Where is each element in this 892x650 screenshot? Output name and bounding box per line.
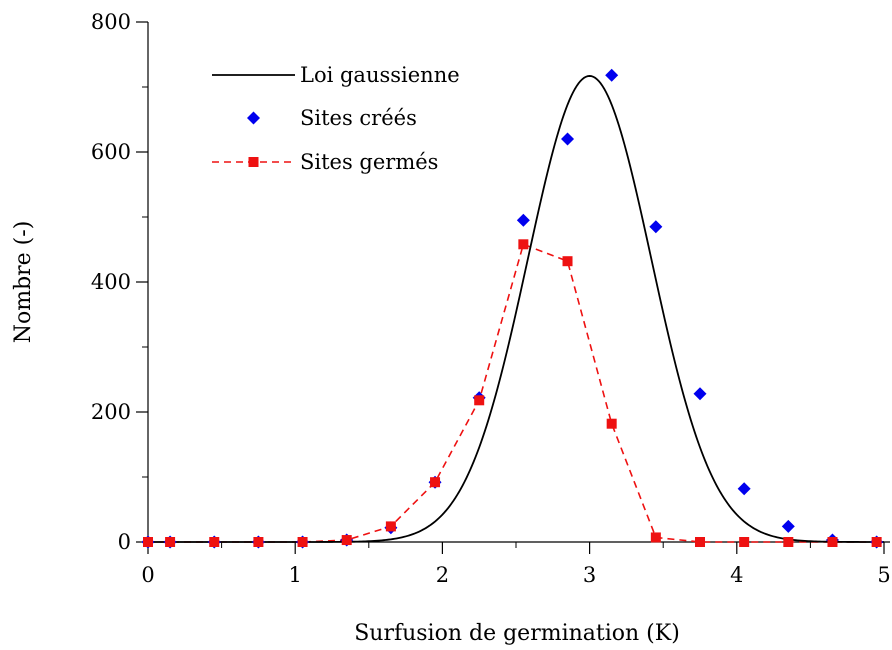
sites-germes-point-11 — [606, 418, 617, 429]
sites-germes-point-3 — [253, 537, 264, 547]
x-tick-label-3: 3 — [583, 563, 596, 587]
sites-crees-point-13 — [693, 387, 707, 401]
legend-marker-sites-crees — [247, 111, 260, 125]
x-axis-title: Surfusion de germination (K) — [354, 621, 680, 645]
sites-crees-point-10 — [561, 132, 575, 146]
sites-crees-point-11 — [605, 68, 619, 82]
sites-germes-point-0 — [143, 537, 153, 547]
sites-crees-point-12 — [649, 220, 663, 234]
legend-label-2: Sites germés — [300, 150, 438, 174]
series-germes-line — [148, 243, 877, 543]
x-tick-label-2: 2 — [436, 563, 449, 587]
sites-germes-point-5 — [341, 535, 352, 546]
sites-germes-point-12 — [650, 532, 661, 543]
sites-germes-point-2 — [209, 537, 220, 547]
y-tick-label-1: 200 — [91, 400, 131, 424]
sites-germes-point-1 — [165, 537, 176, 547]
sites-germes-point-4 — [297, 537, 308, 547]
legend: Loi gaussienne Sites créés Sites germés — [212, 63, 460, 174]
legend-marker-sites-germes — [248, 157, 259, 167]
series-gaussienne-line — [148, 75, 884, 543]
x-tick-label-4: 4 — [730, 563, 743, 587]
sites-germes-point-15 — [783, 537, 794, 547]
sites-germes-point-14 — [739, 537, 750, 547]
sites-germes-point-7 — [430, 477, 441, 488]
sites-crees-point-15 — [781, 519, 795, 533]
x-tick-label-5: 5 — [877, 563, 890, 587]
sites-germes-point-8 — [474, 395, 485, 406]
y-tick-label-4: 800 — [91, 10, 131, 34]
y-axis-title: Nombre (-) — [11, 221, 36, 344]
axes-layer: 0 1 2 3 4 5 0 200 400 600 800 — [91, 10, 891, 587]
sites-germes-point-13 — [695, 537, 705, 547]
series-layer — [141, 68, 884, 549]
sites-crees-point-9 — [516, 213, 530, 227]
sites-germes-point-9 — [518, 239, 529, 250]
y-tick-label-0: 0 — [118, 530, 131, 554]
sites-germes-point-10 — [562, 256, 573, 267]
legend-label-0: Loi gaussienne — [300, 63, 460, 87]
sites-germes-point-6 — [385, 521, 396, 532]
x-tick-label-0: 0 — [141, 563, 154, 587]
sites-germes-point-16 — [827, 537, 838, 547]
sites-crees-point-14 — [737, 482, 751, 496]
x-tick-label-1: 1 — [289, 563, 302, 587]
legend-label-1: Sites créés — [300, 106, 417, 130]
y-tick-label-3: 600 — [91, 140, 131, 164]
sites-germes-point-17 — [871, 537, 882, 547]
y-tick-label-2: 400 — [91, 270, 131, 294]
